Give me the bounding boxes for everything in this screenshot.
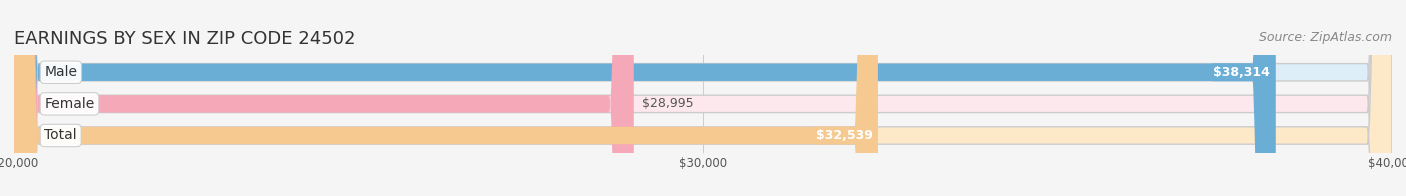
FancyBboxPatch shape (14, 0, 1392, 196)
FancyBboxPatch shape (14, 0, 1392, 196)
FancyBboxPatch shape (14, 0, 877, 196)
Text: Total: Total (45, 129, 77, 142)
FancyBboxPatch shape (14, 0, 1275, 196)
Text: $32,539: $32,539 (815, 129, 872, 142)
Text: $38,314: $38,314 (1213, 66, 1270, 79)
Text: EARNINGS BY SEX IN ZIP CODE 24502: EARNINGS BY SEX IN ZIP CODE 24502 (14, 30, 356, 48)
Text: Female: Female (45, 97, 94, 111)
FancyBboxPatch shape (14, 0, 1392, 196)
Text: Male: Male (45, 65, 77, 79)
FancyBboxPatch shape (14, 0, 634, 196)
Text: $28,995: $28,995 (643, 97, 693, 110)
Text: Source: ZipAtlas.com: Source: ZipAtlas.com (1258, 31, 1392, 44)
